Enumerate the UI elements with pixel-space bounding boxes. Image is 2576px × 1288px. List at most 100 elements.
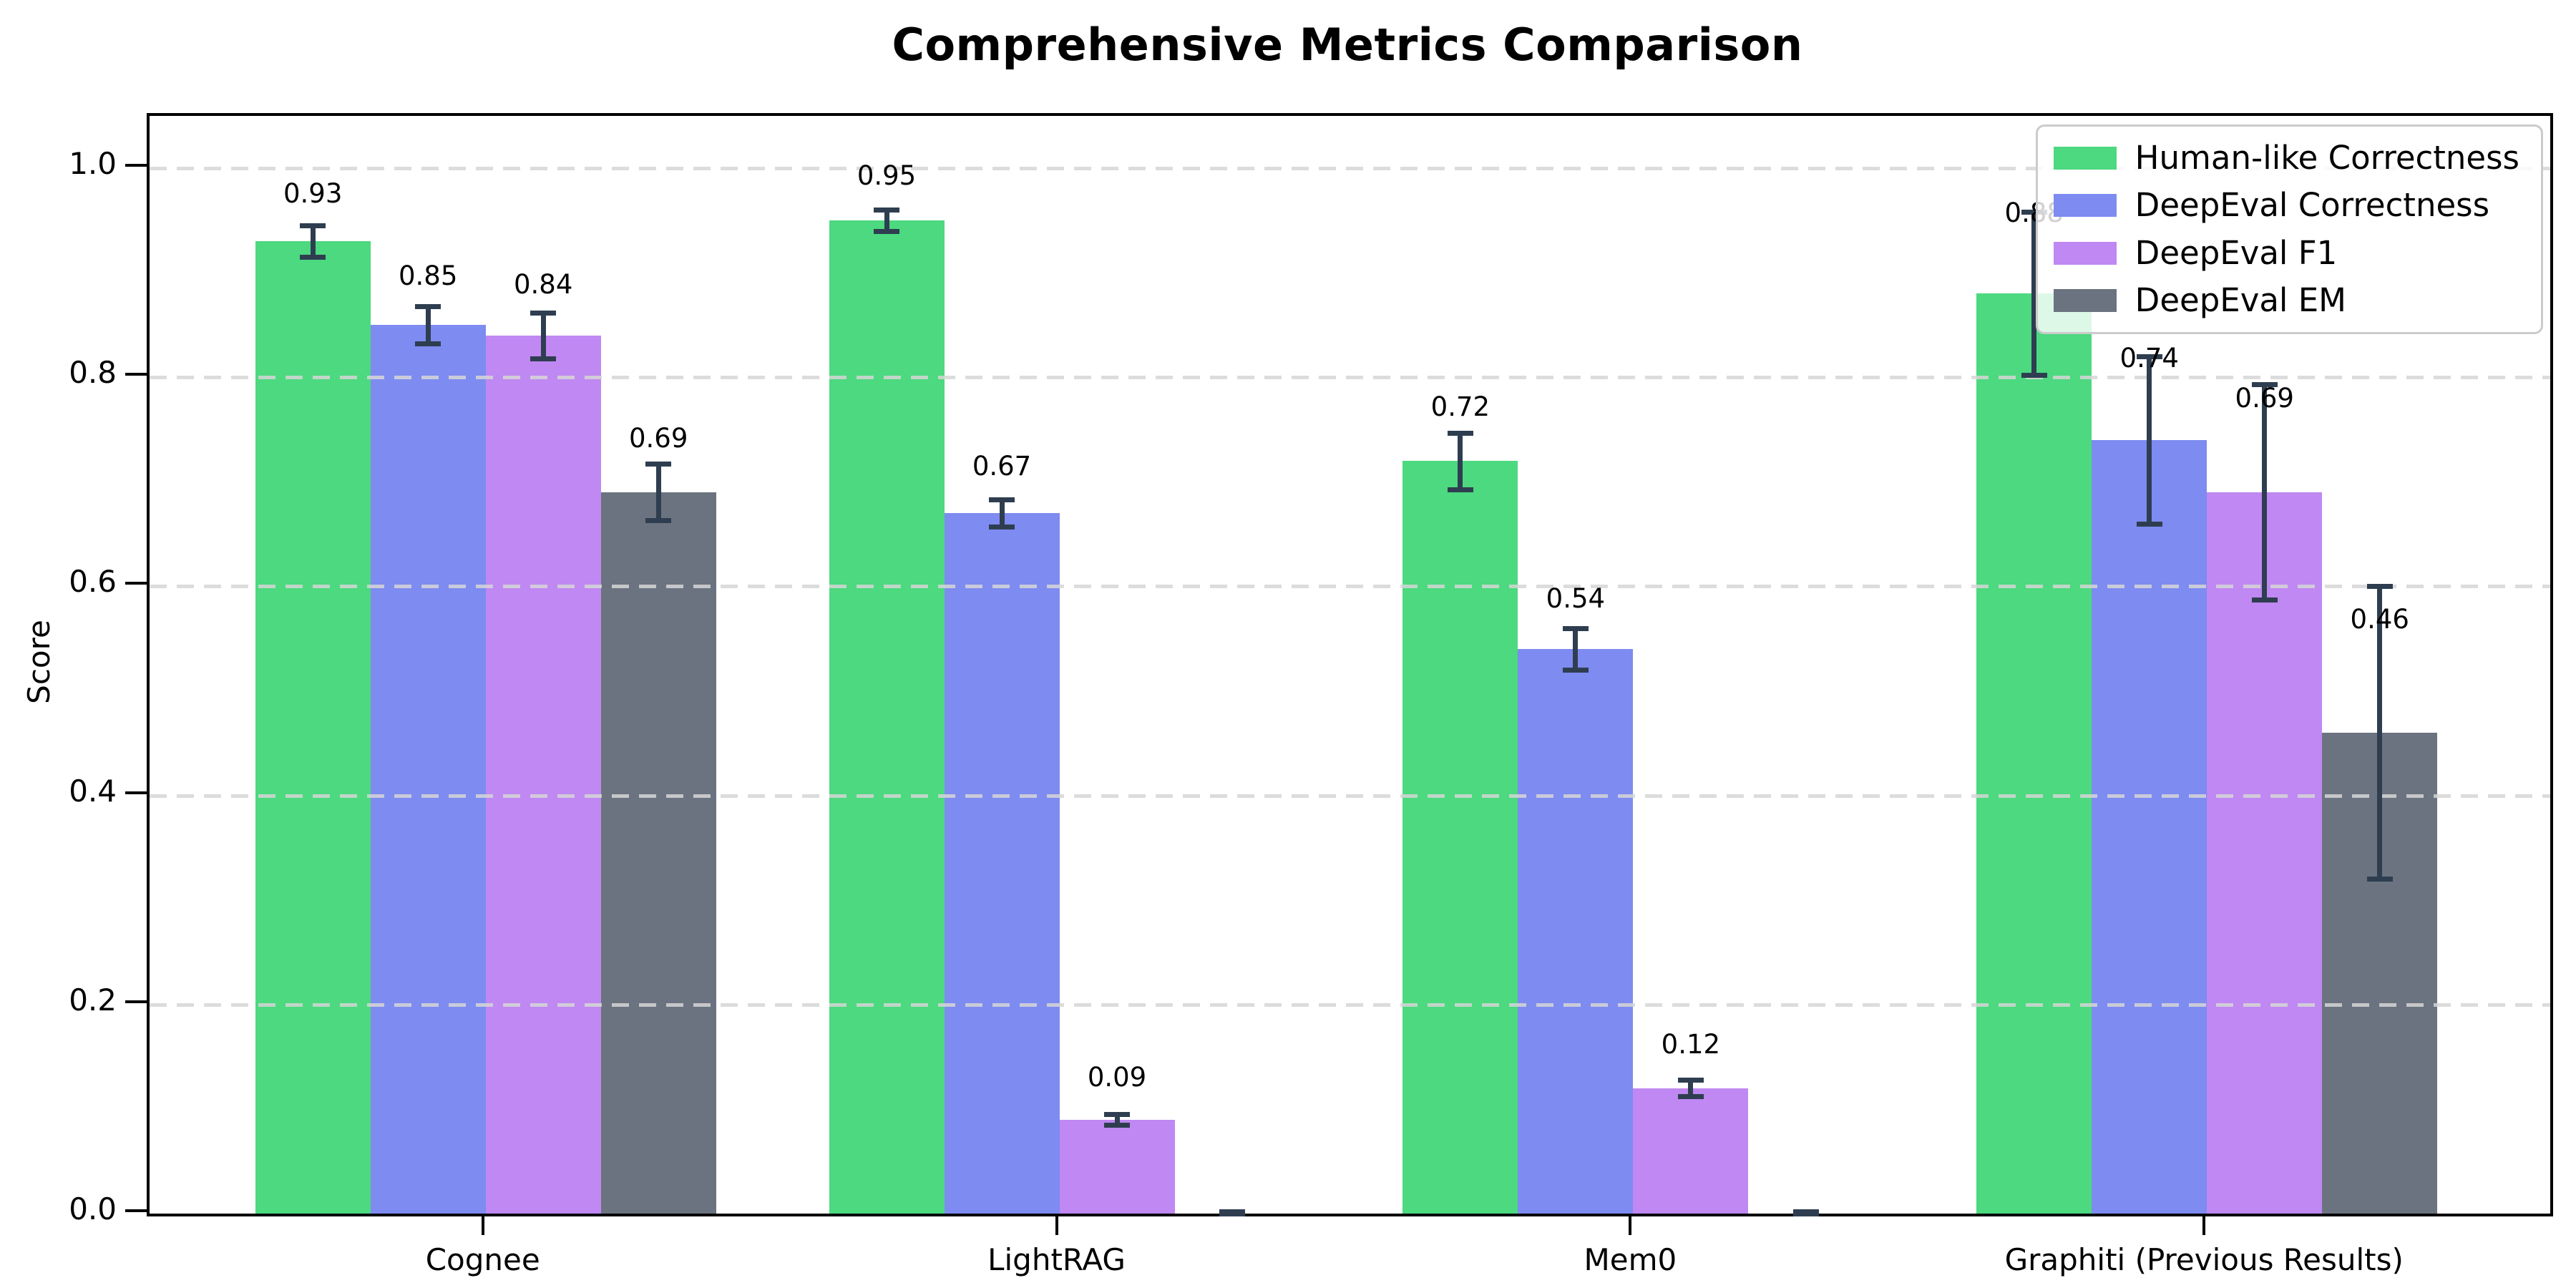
error-bar bbox=[1573, 628, 1579, 670]
bar-value-label: 0.69 bbox=[2235, 383, 2294, 414]
x-axis-tick bbox=[481, 1214, 484, 1235]
legend-row: DeepEval Correctness bbox=[2053, 185, 2519, 225]
y-axis-tick bbox=[125, 1209, 147, 1212]
y-axis-tick bbox=[125, 582, 147, 585]
error-bar-cap-top bbox=[989, 497, 1015, 503]
y-axis-label: Score bbox=[21, 620, 57, 704]
bar-series1-cat1 bbox=[255, 241, 371, 1214]
bar-series2-cat1 bbox=[370, 325, 486, 1214]
error-bar-cap-bottom bbox=[1104, 1122, 1131, 1128]
error-bar bbox=[540, 312, 546, 358]
bar-series3-cat1 bbox=[485, 335, 601, 1214]
error-bar-cap-top bbox=[2251, 382, 2278, 388]
error-bar-cap-bottom bbox=[2251, 597, 2278, 603]
bar-series1-cat3 bbox=[1402, 461, 1518, 1214]
error-bar-cap-top bbox=[1562, 625, 1589, 631]
bar-series2-cat3 bbox=[1518, 649, 1634, 1214]
error-bar bbox=[2031, 212, 2037, 376]
bar-series4-cat1 bbox=[600, 492, 716, 1214]
error-bar-cap-bottom bbox=[1219, 1211, 1246, 1216]
bar-series3-cat3 bbox=[1633, 1088, 1749, 1214]
error-bar-cap-bottom bbox=[530, 356, 557, 361]
y-axis-tick bbox=[125, 791, 147, 794]
error-bar-cap-top bbox=[530, 310, 557, 316]
error-bar bbox=[999, 499, 1005, 527]
bar-value-label: 0.67 bbox=[972, 451, 1032, 482]
legend-label: DeepEval Correctness bbox=[2135, 186, 2490, 225]
legend-swatch-icon bbox=[2053, 241, 2117, 265]
y-tick-label: 1.0 bbox=[69, 146, 117, 182]
x-tick-label: Graphiti (Previous Results) bbox=[2004, 1242, 2404, 1277]
error-bar-cap-bottom bbox=[645, 518, 672, 524]
y-axis-tick bbox=[125, 164, 147, 167]
legend-row: DeepEval EM bbox=[2053, 280, 2519, 321]
error-bar bbox=[425, 306, 431, 344]
error-bar bbox=[2147, 356, 2152, 524]
bar-value-label: 0.74 bbox=[2119, 343, 2179, 374]
chart-title: Comprehensive Metrics Comparison bbox=[892, 19, 1803, 71]
bar-value-label: 0.09 bbox=[1087, 1061, 1147, 1093]
bar-value-label: 0.72 bbox=[1430, 391, 1491, 423]
error-bar-cap-top bbox=[2136, 354, 2162, 360]
y-tick-label: 0.0 bbox=[69, 1191, 117, 1226]
error-bar-cap-bottom bbox=[874, 228, 900, 234]
y-tick-label: 0.6 bbox=[69, 564, 117, 600]
error-bar bbox=[884, 210, 889, 231]
y-axis-tick bbox=[125, 1000, 147, 1003]
error-bar-cap-top bbox=[645, 462, 672, 467]
error-bar bbox=[2377, 586, 2383, 879]
bar-value-label: 0.46 bbox=[2350, 604, 2409, 635]
error-bar-cap-bottom bbox=[1677, 1094, 1704, 1100]
error-bar-cap-top bbox=[874, 208, 900, 213]
bar-series2-cat2 bbox=[944, 513, 1060, 1214]
bar-series3-cat2 bbox=[1059, 1119, 1175, 1214]
bar-series2-cat4 bbox=[2092, 439, 2207, 1214]
bar-series1-cat4 bbox=[1976, 293, 2092, 1214]
error-bar-cap-top bbox=[1677, 1077, 1704, 1083]
error-bar-cap-bottom bbox=[989, 525, 1015, 530]
error-bar-cap-bottom bbox=[2136, 521, 2162, 527]
error-bar-cap-bottom bbox=[2021, 373, 2047, 379]
error-bar-cap-top bbox=[2021, 210, 2047, 215]
legend-swatch-icon bbox=[2053, 147, 2117, 170]
error-bar bbox=[1688, 1079, 1694, 1097]
bar-value-label: 0.12 bbox=[1661, 1028, 1721, 1060]
bar-value-label: 0.85 bbox=[398, 260, 458, 291]
x-axis-tick bbox=[2202, 1214, 2206, 1235]
error-bar bbox=[655, 464, 661, 521]
bar-series1-cat2 bbox=[829, 220, 945, 1214]
error-bar bbox=[2262, 384, 2268, 600]
bar-series3-cat4 bbox=[2207, 492, 2323, 1214]
error-bar-cap-top bbox=[1104, 1112, 1131, 1118]
legend: Human-like Correctness DeepEval Correctne… bbox=[2035, 125, 2543, 334]
error-bar-cap-top bbox=[2366, 584, 2393, 590]
x-tick-label: Mem0 bbox=[1584, 1242, 1677, 1277]
plot-area: Human-like Correctness DeepEval Correctne… bbox=[147, 113, 2553, 1216]
legend-label: DeepEval F1 bbox=[2135, 233, 2338, 272]
bar-value-label: 0.54 bbox=[1546, 583, 1606, 615]
bar-value-label: 0.93 bbox=[283, 178, 343, 210]
error-bar-cap-top bbox=[1447, 430, 1473, 436]
legend-label: Human-like Correctness bbox=[2135, 139, 2519, 177]
error-bar-cap-bottom bbox=[300, 255, 326, 260]
x-tick-label: Cognee bbox=[425, 1242, 540, 1277]
x-axis-tick bbox=[1055, 1214, 1058, 1235]
bar-value-label: 0.84 bbox=[513, 268, 573, 300]
x-tick-label: LightRAG bbox=[987, 1242, 1126, 1277]
error-bar-cap-bottom bbox=[1447, 487, 1473, 492]
error-bar-cap-bottom bbox=[415, 341, 441, 347]
error-bar-cap-bottom bbox=[1562, 668, 1589, 673]
legend-row: Human-like Correctness bbox=[2053, 138, 2519, 178]
error-bar bbox=[310, 225, 316, 258]
x-axis-tick bbox=[1629, 1214, 1632, 1235]
y-tick-label: 0.8 bbox=[69, 355, 117, 391]
legend-swatch-icon bbox=[2053, 194, 2117, 218]
legend-label: DeepEval EM bbox=[2135, 280, 2346, 319]
error-bar-cap-bottom bbox=[1792, 1211, 1819, 1216]
y-axis-tick bbox=[125, 373, 147, 376]
bar-value-label: 0.95 bbox=[857, 160, 917, 191]
legend-row: DeepEval F1 bbox=[2053, 233, 2519, 273]
legend-swatch-icon bbox=[2053, 288, 2117, 312]
bar-value-label: 0.69 bbox=[628, 423, 688, 454]
